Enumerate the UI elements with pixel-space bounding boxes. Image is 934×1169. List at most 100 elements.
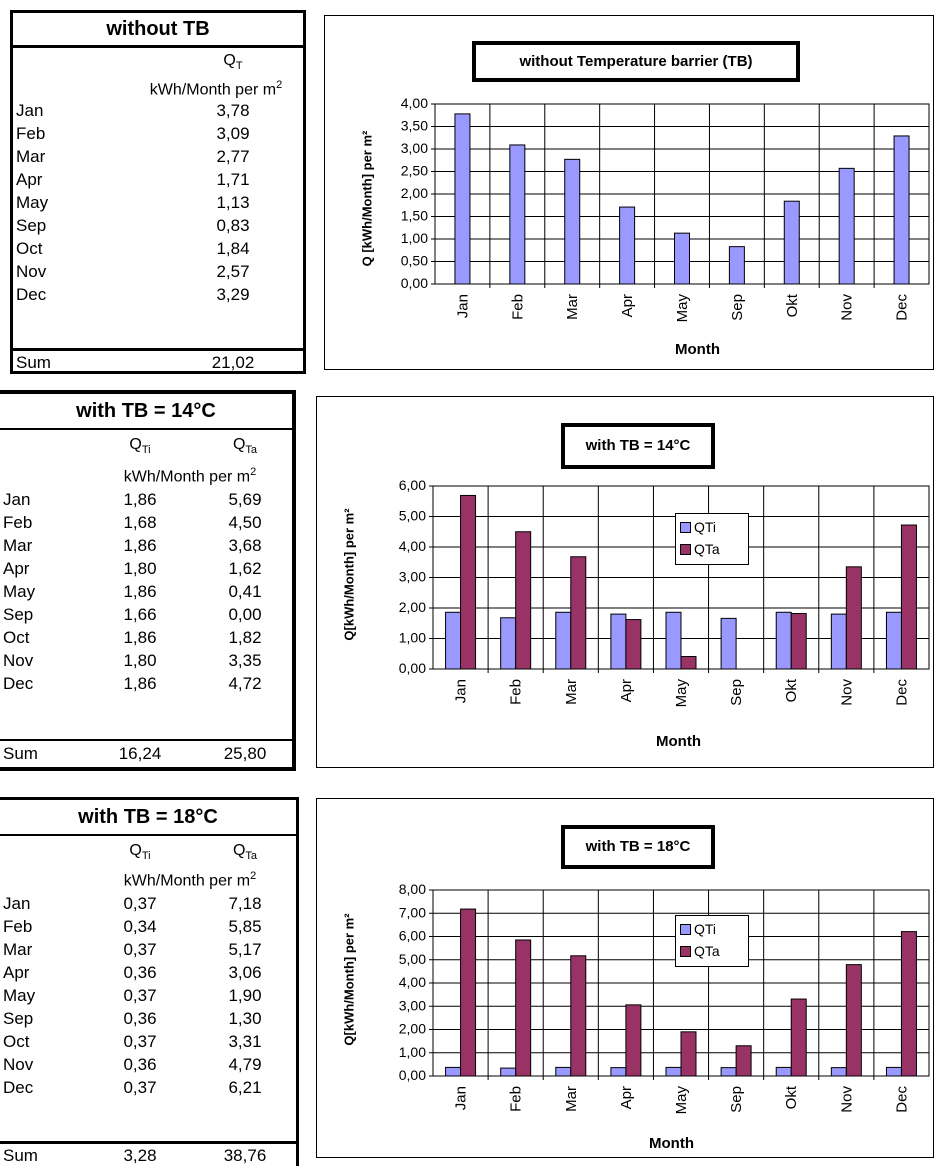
y-tick-label: 2,50 <box>401 163 428 179</box>
x-tick-label: May <box>674 294 691 323</box>
bar <box>830 613 847 670</box>
row-value: 0,37 <box>123 894 157 913</box>
x-tick-label: Apr <box>619 294 636 317</box>
bar <box>790 998 807 1077</box>
row-value: 2,77 <box>216 147 250 166</box>
column-header-qta: QTa <box>232 842 258 863</box>
bar <box>900 931 917 1077</box>
bar <box>500 617 517 670</box>
bar <box>515 531 532 670</box>
bar <box>720 1067 737 1077</box>
row-value: 3,78 <box>216 101 250 120</box>
row-month: Sep <box>3 1009 34 1028</box>
bar <box>720 617 737 670</box>
row-value: 4,79 <box>228 1055 262 1074</box>
table-row: Nov 0,36 4,79 <box>0 1055 296 1078</box>
row-month: Oct <box>3 1032 30 1051</box>
y-tick-label: 3,00 <box>399 569 426 585</box>
sum-value: 21,02 <box>211 353 255 372</box>
sum-row: Sum 21,02 <box>13 348 303 374</box>
y-axis-label: Q [kWh/Month] per m² <box>359 130 375 267</box>
table-row: May 1,86 0,41 <box>0 582 292 605</box>
bar <box>460 908 477 1077</box>
row-month: Nov <box>3 651 34 670</box>
row-month: Sep <box>3 605 34 624</box>
row-value: 1,86 <box>123 536 157 555</box>
y-tick-label: 0,50 <box>401 253 428 269</box>
row-month: Dec <box>3 1078 34 1097</box>
table-tb-18: with TB = 18°C QTi QTa kWh/Month per m2 … <box>0 797 299 1166</box>
sum-row: Sum 3,28 38,76 <box>0 1141 296 1169</box>
bar <box>625 619 642 670</box>
row-value: 1,71 <box>216 170 250 189</box>
x-tick-label: Feb <box>508 679 525 705</box>
table-row: May 0,37 1,90 <box>0 986 296 1009</box>
sum-value-qti: 3,28 <box>123 1146 157 1165</box>
table-row: Oct 1,84 <box>13 239 303 262</box>
x-tick-label: Sep <box>728 679 745 706</box>
row-value: 0,36 <box>123 1009 157 1028</box>
y-tick-label: 1,00 <box>401 230 428 246</box>
bar <box>845 964 862 1077</box>
row-month: Mar <box>3 940 33 959</box>
row-month: Jan <box>3 490 31 509</box>
y-tick-label: 1,50 <box>401 208 428 224</box>
y-tick-label: 1,00 <box>399 1044 426 1060</box>
x-tick-label: May <box>673 679 690 708</box>
y-tick-label: 0,00 <box>399 1067 426 1083</box>
legend-item-qti: QTi <box>676 516 748 538</box>
x-tick-label: Okt <box>783 1085 800 1109</box>
row-value: 2,57 <box>216 262 250 281</box>
row-value: 0,83 <box>216 216 250 235</box>
x-tick-label: Jan <box>453 1086 470 1110</box>
row-value: 1,86 <box>123 582 157 601</box>
row-month: Mar <box>3 536 33 555</box>
legend-swatch <box>680 522 691 533</box>
row-month: Sep <box>16 216 47 235</box>
table-row: Apr 0,36 3,06 <box>0 963 296 986</box>
row-value: 0,41 <box>228 582 262 601</box>
row-value: 5,85 <box>228 917 262 936</box>
chart-panel-tb-14: 0,00 1,00 2,00 3,00 4,00 5,00 6,00 Jan Feb Mar Apr… <box>316 396 934 768</box>
table-row: Sep 0,36 1,30 <box>0 1009 296 1032</box>
table-row: Jan 3,78 <box>13 101 303 124</box>
table-row: Apr 1,80 1,62 <box>0 559 292 582</box>
x-tick-label: Mar <box>563 1086 580 1112</box>
row-month: May <box>16 193 49 212</box>
bar <box>728 246 745 285</box>
column-header-qti: QTi <box>129 436 151 457</box>
bar <box>775 611 792 670</box>
row-month: Oct <box>3 628 30 647</box>
x-tick-label: Okt <box>784 293 801 317</box>
x-tick-label: Sep <box>729 294 746 321</box>
x-tick-label: Dec <box>894 294 911 321</box>
x-tick-label: Mar <box>564 294 581 320</box>
row-value: 1,86 <box>123 628 157 647</box>
row-value: 3,31 <box>228 1032 262 1051</box>
y-tick-label: 2,00 <box>399 599 426 615</box>
bar <box>893 135 910 285</box>
sum-row: Sum 16,24 25,80 <box>0 739 292 767</box>
x-tick-label: Apr <box>618 679 635 702</box>
x-tick-label: Okt <box>783 678 800 702</box>
x-axis-label: Month <box>649 1135 694 1152</box>
row-value: 0,37 <box>123 986 157 1005</box>
row-value: 1,13 <box>216 193 250 212</box>
table-row: Mar 0,37 5,17 <box>0 940 296 963</box>
legend-item-qta: QTa <box>676 940 748 962</box>
row-month: Jan <box>3 894 31 913</box>
table-row: Feb 3,09 <box>13 124 303 147</box>
bar <box>515 939 532 1077</box>
bar <box>665 611 682 670</box>
legend-swatch <box>680 544 691 555</box>
row-value: 0,37 <box>123 940 157 959</box>
row-month: Apr <box>16 170 43 189</box>
bar <box>509 144 526 285</box>
row-month: Feb <box>3 917 33 936</box>
row-value: 1,90 <box>228 986 262 1005</box>
chart-title: with TB = 18°C <box>561 825 715 869</box>
x-axis-label: Month <box>656 733 701 750</box>
legend-item-qta: QTa <box>676 538 748 560</box>
y-tick-label: 0,00 <box>399 660 426 676</box>
x-tick-label: Dec <box>893 1086 910 1113</box>
